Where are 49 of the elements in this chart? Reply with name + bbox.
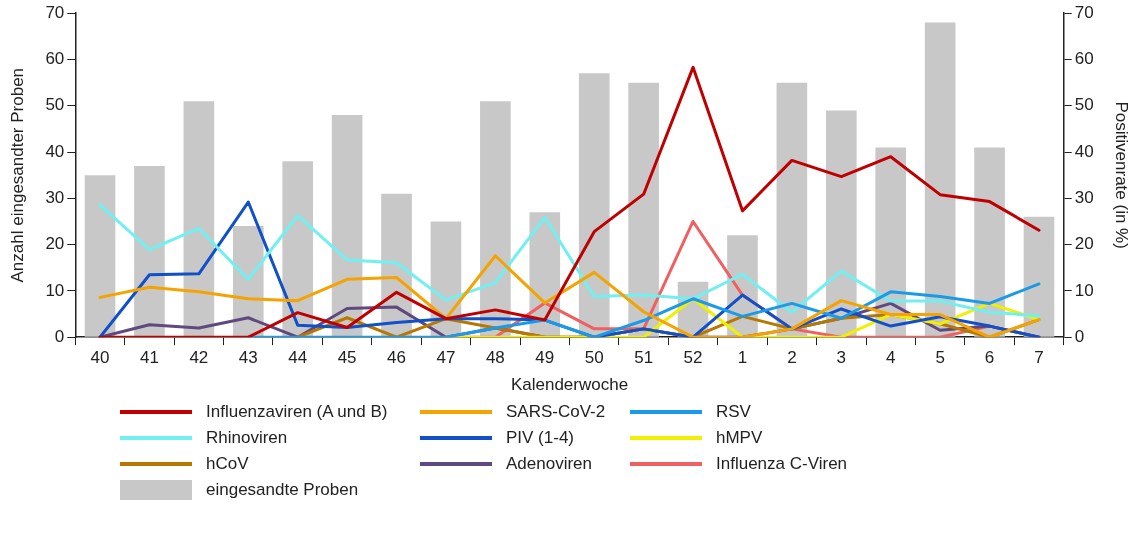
legend-label: RSV	[716, 402, 751, 422]
legend-label: Influenza C-Viren	[716, 454, 848, 474]
x-tick-label: 49	[535, 348, 555, 368]
legend-label: Influenzaviren (A und B)	[206, 402, 388, 422]
legend-label: hMPV	[716, 428, 763, 448]
legend-label: PIV (1-4)	[506, 428, 575, 448]
y2-tick-label: 70	[1074, 2, 1094, 22]
y2-axis-title: Positivenrate (in %)	[1112, 101, 1132, 249]
x-tick-label: 42	[189, 348, 209, 368]
x-tick-label: 1	[737, 348, 748, 368]
x-tick-label: 51	[634, 348, 654, 368]
y2-tick-label: 10	[1074, 280, 1094, 300]
y2-tick-label: 20	[1074, 234, 1094, 254]
x-tick-label: 4	[885, 348, 896, 368]
y-tick-label: 30	[45, 188, 65, 208]
y-axis-title: Anzahl eingesandter Proben	[7, 67, 27, 283]
legend-label: Rhinoviren	[206, 428, 288, 448]
x-tick-label: 6	[984, 348, 995, 368]
y2-tick-label: 0	[1074, 326, 1085, 346]
x-tick-label: 47	[436, 348, 456, 368]
y2-tick-label: 50	[1074, 95, 1094, 115]
legend-label: Adenoviren	[506, 454, 593, 474]
x-tick-label: 46	[387, 348, 406, 368]
y-tick-label: 60	[45, 49, 65, 69]
x-axis-title: Kalenderwoche	[510, 375, 629, 395]
x-tick-label: 50	[584, 348, 604, 368]
y-tick-label: 70	[45, 2, 65, 22]
x-tick-label: 43	[238, 348, 258, 368]
x-tick-label: 3	[836, 348, 847, 368]
x-tick-label: 48	[485, 348, 505, 368]
x-tick-label: 40	[90, 348, 110, 368]
x-tick-label: 41	[139, 348, 159, 368]
y2-tick-label: 60	[1074, 49, 1094, 69]
x-tick-label: 45	[337, 348, 357, 368]
y-tick-label: 10	[45, 280, 65, 300]
x-tick-label: 5	[935, 348, 945, 368]
y-tick-label: 20	[45, 234, 65, 254]
legend-label: SARS-CoV-2	[506, 402, 606, 422]
x-tick-label: 2	[787, 348, 797, 368]
legend-label: hCoV	[206, 454, 249, 474]
y-tick-label: 40	[45, 141, 65, 161]
x-tick-label: 44	[288, 348, 308, 368]
y-tick-label: 0	[54, 326, 65, 346]
x-tick-label: 52	[683, 348, 703, 368]
y2-tick-label: 40	[1074, 141, 1094, 161]
y-tick-label: 50	[45, 95, 65, 115]
x-tick-label: 7	[1034, 348, 1044, 368]
y2-tick-label: 30	[1074, 188, 1094, 208]
legend-label: eingesandte Proben	[206, 480, 359, 500]
